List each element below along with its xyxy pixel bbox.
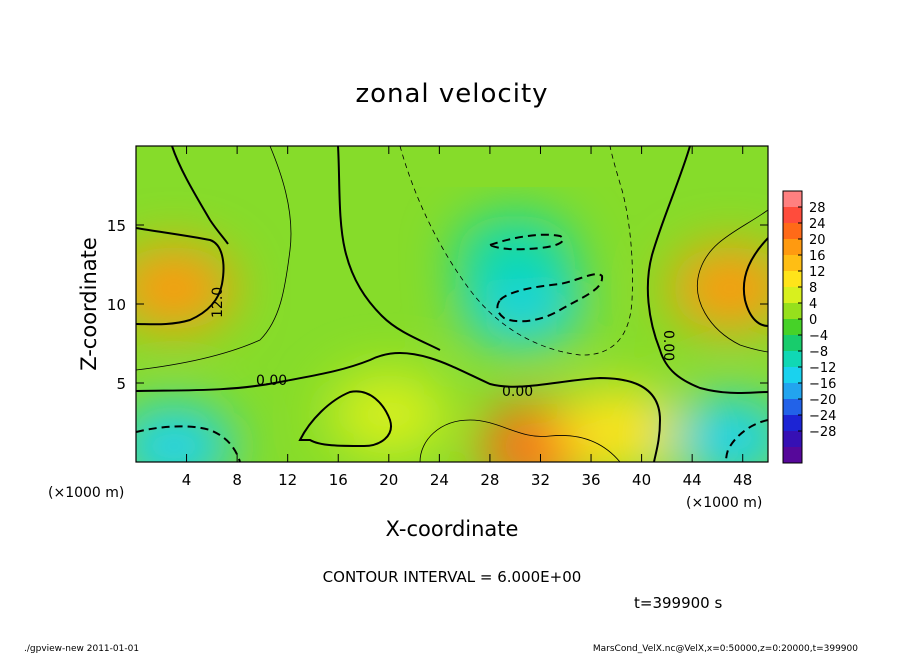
colorbar-swatch xyxy=(783,431,802,448)
colorbar-swatch xyxy=(783,367,802,384)
x-tick-label: 4 xyxy=(182,471,192,489)
contour-lines xyxy=(136,146,768,462)
colorbar-swatch xyxy=(783,319,802,336)
contour-interval: CONTOUR INTERVAL = 6.000E+00 xyxy=(323,568,582,586)
contour-six-thin-c xyxy=(419,419,621,462)
contour-zero-right xyxy=(646,146,768,394)
x-tick-label: 32 xyxy=(531,471,550,489)
contour-zero-left xyxy=(136,352,662,462)
x-axis-unit-left: (×1000 m) xyxy=(48,485,124,501)
x-tick-label: 24 xyxy=(430,471,449,489)
colorbar-frame xyxy=(782,190,803,464)
colorbar-tick-label: 4 xyxy=(809,297,817,312)
colorbar-tick-label: 12 xyxy=(809,265,826,280)
colorbar-swatch xyxy=(783,447,802,464)
footer-right: MarsCond_VelX.nc@VelX,x=0:50000,z=0:2000… xyxy=(593,644,858,654)
colorbar-swatch xyxy=(783,255,802,272)
heatmap-feature-7 xyxy=(328,372,449,457)
colorbar-tick-label: 16 xyxy=(809,249,826,264)
colorbar-tick-label: −4 xyxy=(809,329,828,344)
contour-label-zero-c: 0.00 xyxy=(660,330,676,361)
heatmap-feature-3 xyxy=(136,404,234,462)
contour-label-12: 12.0 xyxy=(210,287,226,318)
contour-twelve-top xyxy=(171,146,229,245)
contour-neg-bottom-right xyxy=(725,419,768,462)
x-tick-label: 8 xyxy=(232,471,242,489)
x-axis-unit-right: (×1000 m) xyxy=(686,495,762,511)
colorbar-swatch xyxy=(783,303,802,320)
colorbar-tick-label: −24 xyxy=(809,409,836,424)
colorbar-tick-label: −20 xyxy=(809,393,836,408)
heatmap-feature-1 xyxy=(670,246,768,331)
contour-label-zero-a: 0.00 xyxy=(256,373,287,389)
x-tick-label: 12 xyxy=(278,471,297,489)
contour-labels: 12.0 0.00 0.00 0.00 xyxy=(210,287,676,400)
heatmap-feature-4 xyxy=(670,396,768,462)
colorbar-tick-label: 20 xyxy=(809,233,826,248)
colorbar-tick-label: −12 xyxy=(809,361,836,376)
contour-twelve-right xyxy=(742,237,768,327)
colorbar-tick-label: 8 xyxy=(809,281,817,296)
footer-left: ./gpview-new 2011-01-01 xyxy=(24,644,139,654)
contour-neg-bottom-left xyxy=(136,425,241,462)
contour-zero-mid xyxy=(337,146,441,351)
x-tick-label: 20 xyxy=(379,471,398,489)
y-axis-ticks: 5 10 15 xyxy=(107,217,768,393)
contour-zero-islands xyxy=(298,390,392,448)
x-tick-label: 28 xyxy=(480,471,499,489)
heatmap-feature-8 xyxy=(556,388,677,462)
heatmap-feature-0 xyxy=(136,246,234,331)
colorbar-swatch xyxy=(783,271,802,288)
colorbar-swatch xyxy=(783,287,802,304)
colorbar-tick-label: 28 xyxy=(809,201,826,216)
y-tick-label: 15 xyxy=(107,217,126,235)
colorbar-swatch xyxy=(783,383,802,400)
contour-neg-12b xyxy=(496,273,604,323)
x-tick-label: 16 xyxy=(329,471,348,489)
contour-label-zero-b: 0.00 xyxy=(502,384,533,400)
colorbar-tick-label: −8 xyxy=(809,345,828,360)
x-axis-label: X-coordinate xyxy=(386,517,519,541)
heatmap-feature-6 xyxy=(455,214,576,299)
x-tick-label: 40 xyxy=(632,471,651,489)
colorbar-swatch xyxy=(783,191,802,208)
x-tick-label: 48 xyxy=(733,471,752,489)
colorbar-tick-label: 0 xyxy=(809,313,817,328)
colorbar-swatch xyxy=(783,223,802,240)
contour-six-thin-a xyxy=(136,146,292,371)
colorbar-swatch xyxy=(783,335,802,352)
x-tick-label: 44 xyxy=(683,471,702,489)
contour-neg-12a xyxy=(487,233,565,251)
x-tick-label: 36 xyxy=(581,471,600,489)
contour-twelve-left xyxy=(136,227,225,326)
colorbar-swatch xyxy=(783,399,802,416)
y-tick-label: 10 xyxy=(107,296,126,314)
chart-title: zonal velocity xyxy=(355,79,548,109)
y-axis-label: Z-coordinate xyxy=(77,237,101,371)
contour-neg-thin xyxy=(399,146,633,356)
colorbar-swatch xyxy=(783,239,802,256)
colorbar-swatch xyxy=(783,351,802,368)
colorbar-swatch xyxy=(783,415,802,432)
time-label: t=399900 s xyxy=(634,594,722,612)
colorbar-tick-label: 24 xyxy=(809,217,826,232)
contour-six-thin-b xyxy=(697,209,768,353)
x-axis-ticks: 4 8 12 16 20 24 28 32 36 40 44 48 xyxy=(182,146,752,489)
colorbar-tick-label: −28 xyxy=(809,425,836,440)
y-tick-label: 5 xyxy=(116,375,126,393)
colorbar-tick-label: −16 xyxy=(809,377,836,392)
colorbar-swatch xyxy=(783,207,802,224)
